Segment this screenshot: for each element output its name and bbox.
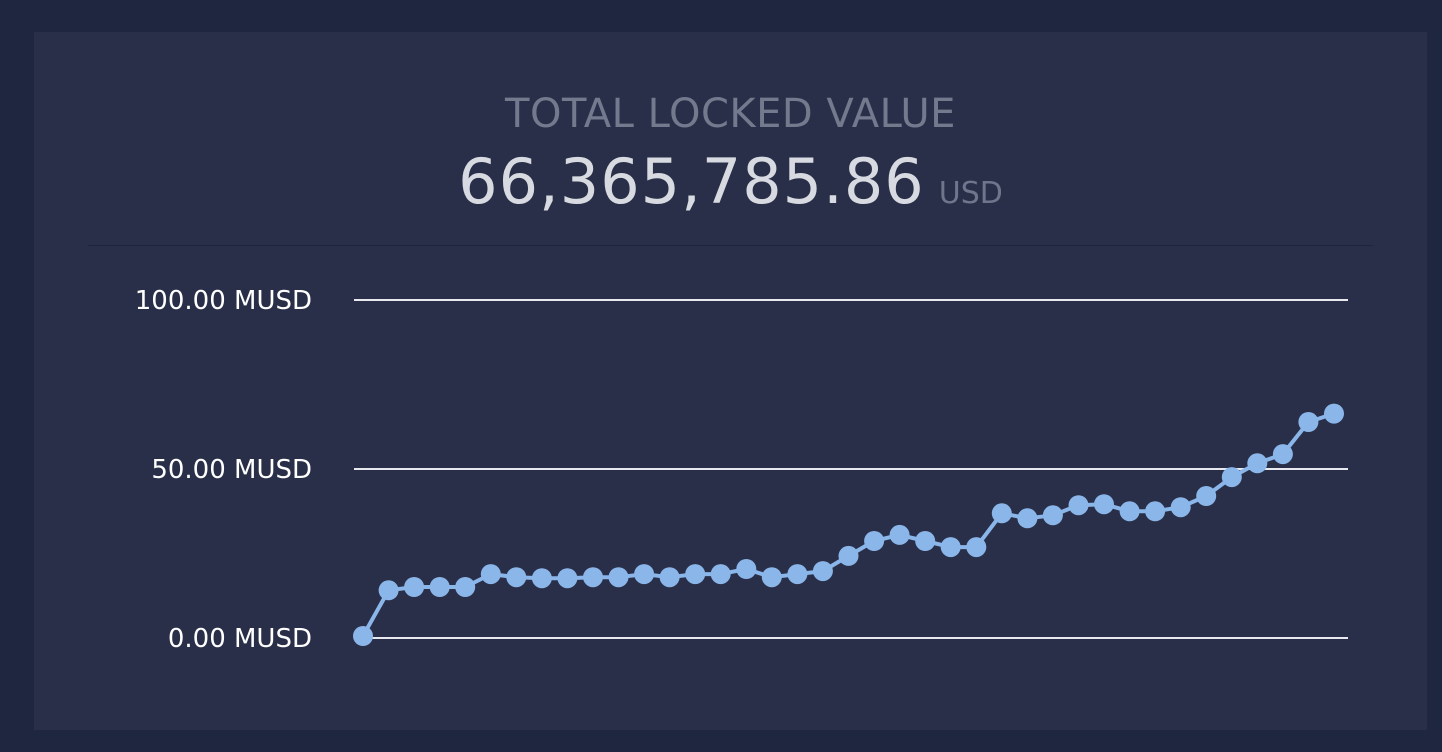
data-point[interactable]	[404, 577, 425, 597]
data-points	[353, 403, 1344, 646]
data-point[interactable]	[915, 531, 936, 551]
tvl-value: 66,365,785.86	[458, 145, 925, 218]
y-tick-label: 0.00 MUSD	[168, 624, 312, 654]
data-point[interactable]	[685, 564, 706, 585]
data-point[interactable]	[838, 545, 859, 566]
data-point[interactable]	[1298, 412, 1319, 432]
y-tick-labels: 0.00 MUSD 50.00 MUSD 100.00 MUSD	[135, 286, 312, 654]
data-point[interactable]	[608, 567, 629, 588]
header-divider	[88, 245, 1373, 246]
y-tick-label: 100.00 MUSD	[135, 286, 312, 316]
data-point[interactable]	[940, 537, 961, 558]
data-point[interactable]	[710, 564, 731, 585]
data-point[interactable]	[557, 568, 578, 589]
tvl-value-row: 66,365,785.86 USD	[34, 144, 1427, 220]
data-point[interactable]	[583, 567, 603, 588]
data-point[interactable]	[455, 577, 476, 597]
data-point[interactable]	[1145, 501, 1166, 522]
data-point[interactable]	[812, 561, 833, 582]
data-point[interactable]	[531, 568, 552, 589]
data-point[interactable]	[659, 567, 680, 588]
gridlines	[354, 299, 1348, 639]
data-point[interactable]	[864, 531, 885, 551]
data-point[interactable]	[429, 577, 450, 597]
data-point[interactable]	[889, 524, 910, 545]
data-point[interactable]	[1196, 486, 1217, 506]
tvl-card: TOTAL LOCKED VALUE 66,365,785.86 USD 0.00…	[34, 32, 1427, 730]
data-point[interactable]	[1094, 494, 1114, 515]
data-point[interactable]	[1017, 508, 1038, 529]
data-point[interactable]	[1119, 501, 1140, 522]
series-line	[361, 411, 1335, 637]
data-point[interactable]	[634, 564, 655, 585]
tvl-unit: USD	[938, 176, 1003, 211]
data-point[interactable]	[1324, 403, 1344, 424]
data-point[interactable]	[480, 564, 501, 585]
data-point[interactable]	[1068, 495, 1089, 516]
data-point[interactable]	[378, 580, 399, 601]
y-tick-label: 50.00 MUSD	[151, 455, 312, 485]
data-point[interactable]	[1170, 497, 1191, 518]
data-point[interactable]	[736, 559, 757, 579]
data-point[interactable]	[787, 564, 808, 585]
data-point[interactable]	[1272, 444, 1293, 465]
data-point[interactable]	[1247, 453, 1268, 474]
data-point[interactable]	[1042, 505, 1063, 526]
data-point[interactable]	[353, 626, 373, 646]
data-point[interactable]	[1221, 467, 1242, 488]
data-point[interactable]	[506, 567, 527, 588]
data-point[interactable]	[991, 503, 1012, 524]
series-line-group	[361, 411, 1335, 637]
data-point[interactable]	[761, 567, 782, 588]
data-point[interactable]	[966, 537, 987, 558]
card-title: TOTAL LOCKED VALUE	[505, 91, 956, 137]
tvl-line-chart: 0.00 MUSD 50.00 MUSD 100.00 MUSD	[135, 286, 1348, 654]
